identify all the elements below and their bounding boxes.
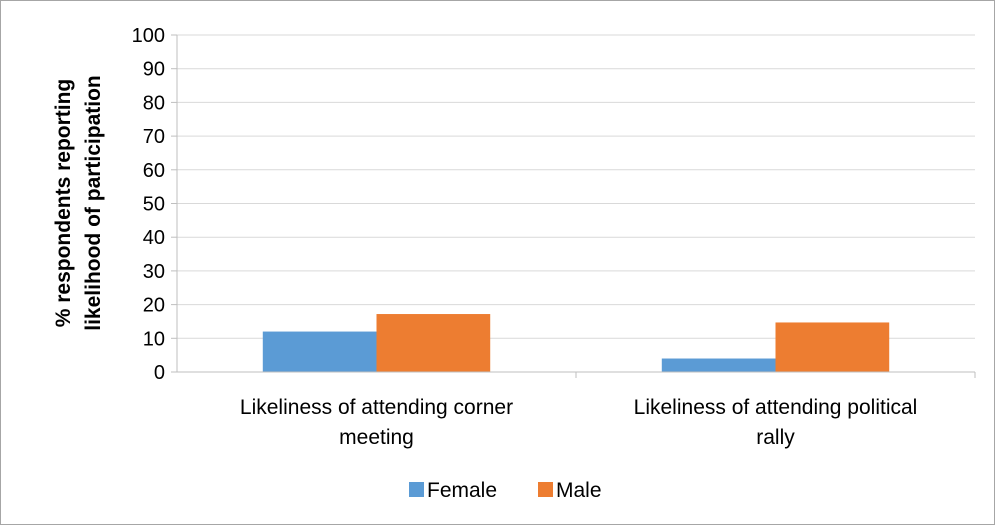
y-tick-label: 20 (143, 295, 165, 317)
y-tick-label: 10 (143, 328, 165, 350)
legend-label-female: Female (427, 479, 497, 502)
legend-swatch-female (409, 482, 424, 497)
y-tick-label: 0 (154, 362, 165, 384)
y-tick-label: 50 (143, 194, 165, 216)
y-axis-title: % respondents reporting likelihood of par… (52, 75, 105, 331)
y-tick-label: 100 (132, 25, 165, 47)
bar-male (775, 322, 890, 372)
legend-swatch-male (538, 482, 553, 497)
bars (262, 314, 890, 372)
legend-label-male: Male (556, 479, 602, 502)
y-axis-title-line: likelihood of participation (82, 75, 105, 331)
x-axis-categories: Likeliness of attending corner meeting Lik… (240, 372, 976, 449)
gridlines (177, 34, 975, 339)
bar-female (661, 358, 776, 372)
bar-female (262, 331, 377, 372)
x-category-label: Likeliness of attending political (634, 396, 918, 419)
y-axis-ticks: 0 10 20 30 40 50 60 70 80 90 100 (132, 25, 178, 384)
y-tick-label: 60 (143, 160, 165, 182)
y-tick-label: 30 (143, 261, 165, 283)
y-axis-title-line: % respondents reporting (52, 79, 75, 328)
bar-male (376, 314, 491, 372)
y-tick-label: 90 (143, 59, 165, 81)
y-tick-label: 70 (143, 126, 165, 148)
x-category-label: meeting (339, 426, 414, 449)
y-tick-label: 80 (143, 92, 165, 114)
legend: Female Male (409, 479, 602, 502)
y-tick-label: 40 (143, 227, 165, 249)
x-category-label: rally (756, 426, 795, 449)
x-category-label: Likeliness of attending corner (240, 396, 513, 419)
